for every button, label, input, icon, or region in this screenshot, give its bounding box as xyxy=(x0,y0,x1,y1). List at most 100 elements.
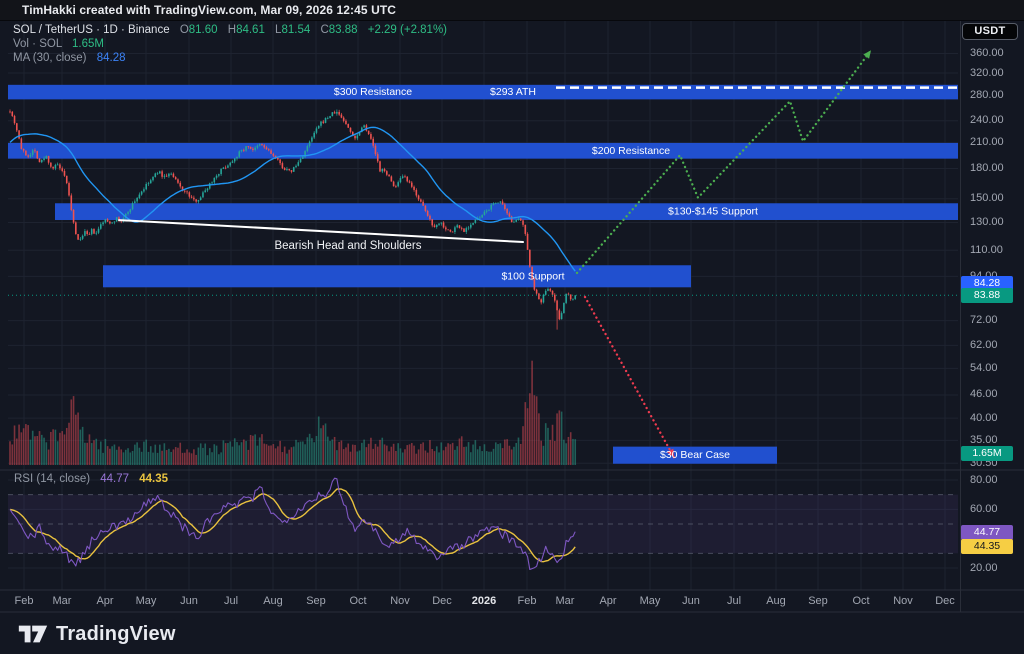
volume-bar xyxy=(229,441,231,465)
time-tick-label: Feb xyxy=(14,595,34,607)
volume-bar xyxy=(540,440,542,465)
time-tick-label: Feb xyxy=(517,595,537,607)
volume-bar xyxy=(408,444,411,465)
level-band[interactable] xyxy=(8,84,958,100)
level-band-label: $200 Resistance xyxy=(592,145,670,157)
ma-row[interactable]: MA (30, close) 84.28 xyxy=(13,52,447,65)
volume-bar xyxy=(65,427,68,465)
volume-bar xyxy=(544,423,547,465)
volume-bar xyxy=(202,447,204,465)
candle-body xyxy=(467,227,470,229)
price-tick-label: 40.00 xyxy=(970,411,998,424)
candle-body xyxy=(179,182,182,187)
level-band[interactable] xyxy=(103,265,691,288)
volume-bar xyxy=(172,449,175,465)
volume-bar xyxy=(190,453,193,465)
candle-body xyxy=(327,117,329,119)
candle-body xyxy=(36,151,39,159)
volume-bar xyxy=(431,449,434,465)
candle-body xyxy=(47,156,50,163)
candle-body xyxy=(449,229,452,232)
time-tick-label: Nov xyxy=(390,595,410,607)
candle-body xyxy=(429,215,431,220)
bull-projection-line-arrowhead xyxy=(863,50,871,59)
candle-body xyxy=(379,161,381,172)
symbol-row[interactable]: SOL / TetherUS · 1D · Binance O81.60 H84… xyxy=(13,24,447,37)
candle-body xyxy=(365,125,368,131)
volume-bar xyxy=(538,413,540,465)
candle-body xyxy=(540,299,542,303)
time-tick-label: Jul xyxy=(726,595,742,607)
candle-body xyxy=(134,201,136,204)
candle-body xyxy=(127,212,129,214)
volume-bar xyxy=(179,442,182,465)
hs-label: Bearish Head and Shoulders xyxy=(274,240,421,252)
candle-body xyxy=(295,165,297,168)
volume-bar xyxy=(247,449,250,465)
time-axis[interactable]: Feb Mar Apr May Jun Jul Aug Sep Oct Nov Dec 2026 Feb… xyxy=(0,590,1024,612)
volume-row[interactable]: Vol · SOL 1.65M xyxy=(13,38,447,51)
time-tick-label: Sep xyxy=(306,595,326,607)
grid xyxy=(8,21,958,590)
bull-projection-line[interactable] xyxy=(575,49,873,275)
candle-body xyxy=(154,173,157,177)
volume-bar xyxy=(129,452,132,465)
time-tick-label: Mar xyxy=(555,595,575,607)
candle-body xyxy=(281,163,284,169)
volume-bar xyxy=(395,450,397,465)
volume-bar xyxy=(458,438,461,465)
candle-body xyxy=(311,137,313,142)
volume-bar xyxy=(68,422,70,465)
tradingview-logo[interactable]: TradingView xyxy=(18,618,176,650)
volume-value: 1.65M xyxy=(72,38,104,50)
volume-bar xyxy=(497,444,499,465)
candle-body xyxy=(547,288,549,291)
volume-bar xyxy=(483,444,486,465)
candle-body xyxy=(317,125,320,129)
volume-bar xyxy=(474,440,477,465)
candle-body xyxy=(392,181,395,187)
candle-body xyxy=(231,161,234,163)
candle-body xyxy=(115,217,118,222)
candle-body xyxy=(474,219,477,223)
price-tick-label: 240.00 xyxy=(970,114,1004,127)
volume-bar xyxy=(16,438,18,465)
candle-wick xyxy=(404,174,406,178)
level-band[interactable] xyxy=(8,142,958,159)
candle-body xyxy=(267,149,270,151)
volume-bar xyxy=(401,452,404,465)
time-tick-label: Sep xyxy=(808,595,828,607)
volume-bar xyxy=(572,438,574,465)
candle-body xyxy=(29,154,32,157)
level-bands xyxy=(8,84,958,464)
hs-neckline[interactable] xyxy=(118,219,524,244)
volume-bar xyxy=(25,424,27,465)
candle-body xyxy=(70,195,73,210)
currency-toggle-button[interactable]: USDT xyxy=(962,23,1018,40)
volume-bar xyxy=(399,448,402,465)
candle-body xyxy=(451,231,454,233)
time-tick-label: May xyxy=(639,595,661,607)
candle-body xyxy=(569,294,572,300)
candle-body xyxy=(442,222,445,228)
candle-wick xyxy=(568,292,569,295)
price-axis[interactable]: 360.00 320.00 280.00 240.00 210.00 180.00 150.… xyxy=(960,21,1024,590)
volume-bar xyxy=(306,437,309,465)
rsi-tick-label: 20.00 xyxy=(970,561,998,574)
candle-body xyxy=(247,146,250,147)
volume-bar xyxy=(131,450,134,465)
low-label: L xyxy=(275,24,282,36)
candle-body xyxy=(554,294,556,301)
rsi-row[interactable]: RSI (14, close) 44.77 44.35 xyxy=(14,473,168,486)
candle-body xyxy=(79,238,82,240)
candle-body xyxy=(338,111,340,115)
candle-body xyxy=(494,202,497,204)
volume-bar xyxy=(174,447,177,465)
volume-bar xyxy=(413,445,415,465)
candle-body xyxy=(202,192,204,198)
volume-bar xyxy=(106,446,109,465)
level-band[interactable] xyxy=(613,446,777,464)
volume-bar xyxy=(367,443,370,465)
volume-bar xyxy=(120,449,123,465)
